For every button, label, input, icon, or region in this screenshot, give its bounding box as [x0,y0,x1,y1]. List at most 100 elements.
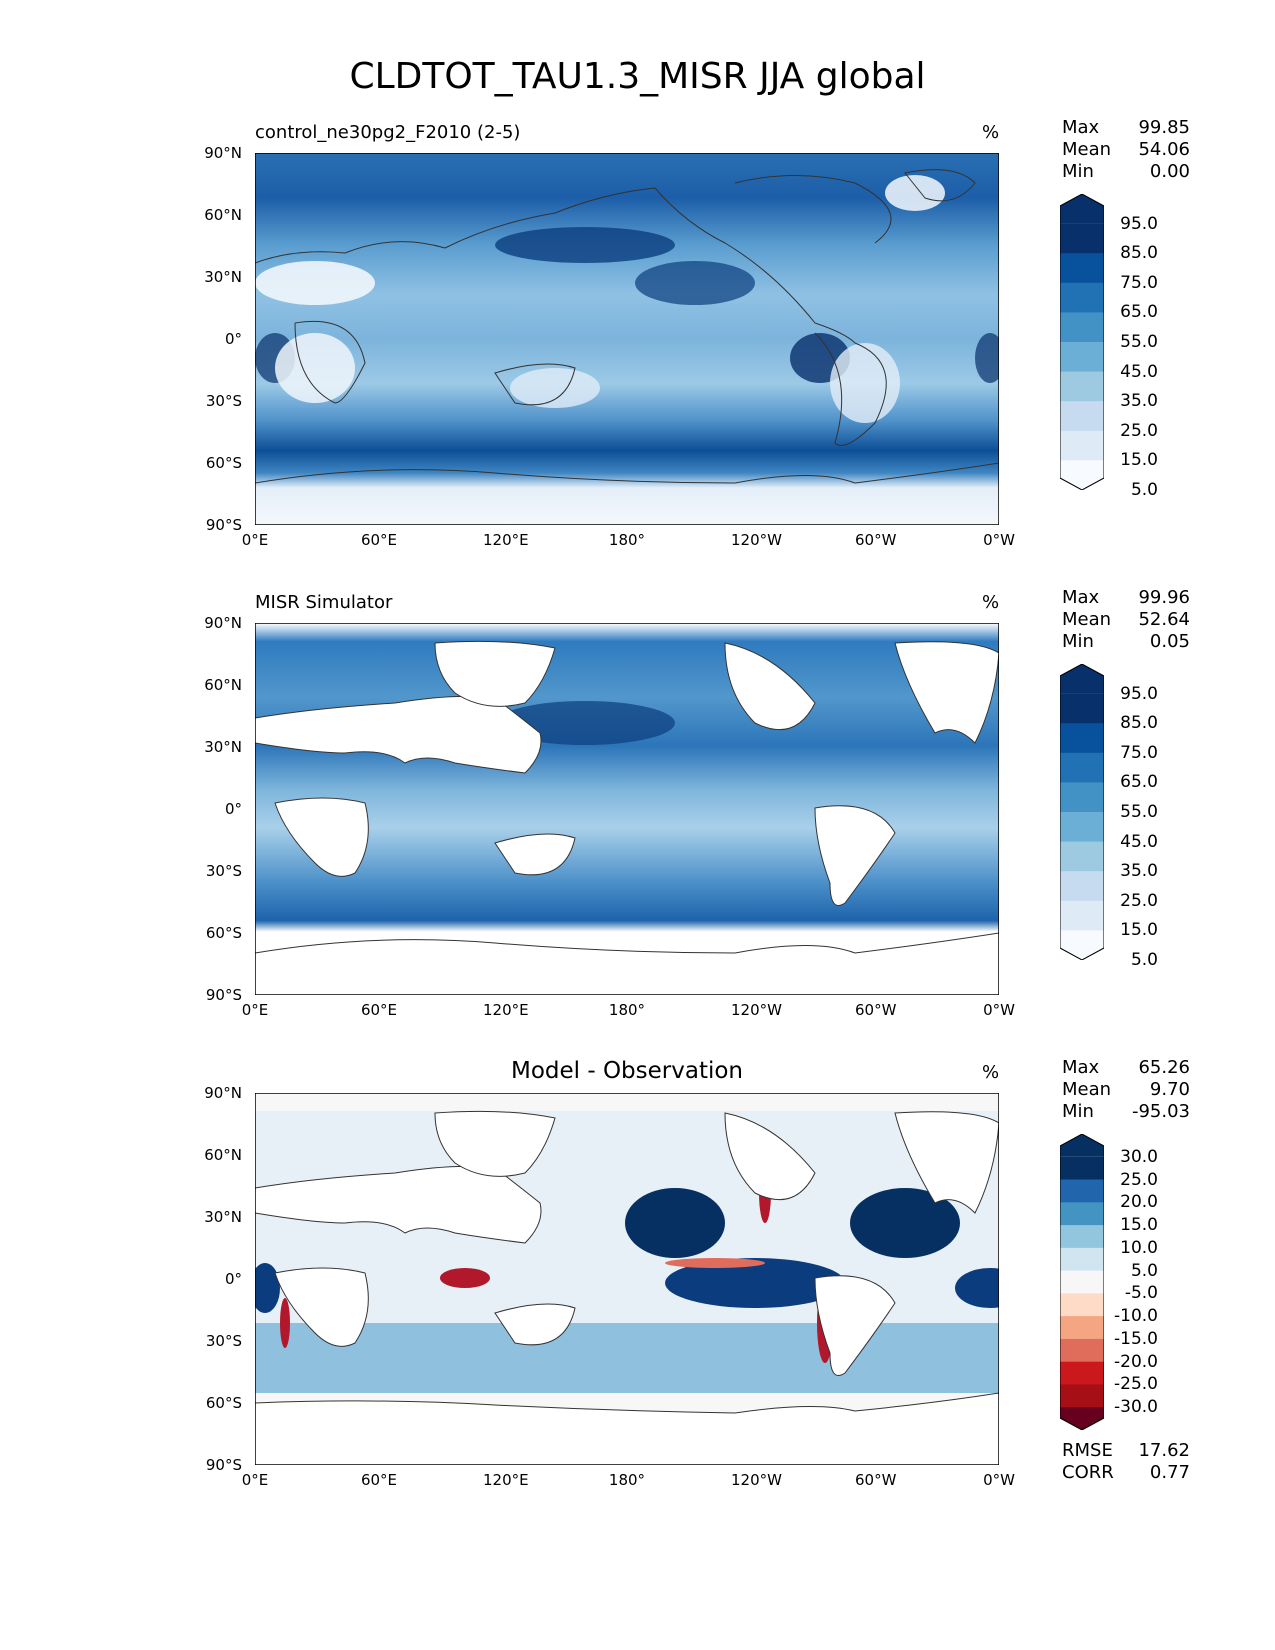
lat-tick-label: 0° [224,330,242,348]
lon-tick-label: 180° [608,1001,646,1019]
colorbar-tick-label: 5.0 [1130,950,1158,970]
lon-tick-label: 0°W [983,1471,1015,1489]
panel2-map [255,623,999,995]
lon-tick-label: 60°W [855,1001,897,1019]
colorbar-segment [1060,841,1104,872]
metric-label: CORR [1062,1462,1114,1483]
lon-tick-label: 0°E [241,1001,269,1019]
colorbar-tick-label: 65.0 [1120,772,1158,793]
lat-tick-label: 0° [224,1270,242,1288]
stat-label: Mean [1062,139,1112,160]
colorbar-segment [1060,693,1104,724]
stat-label: Min [1062,631,1094,652]
colorbar-segment [1060,1202,1104,1226]
colorbar-segment [1060,342,1104,373]
panel2-stats: Max 99.96 Mean 52.64 Min 0.05 [1062,587,1190,653]
lon-tick-label: 120°E [483,1471,529,1489]
colorbar-segment [1060,871,1104,902]
colorbar-tick-label: 95.0 [1120,213,1158,234]
colorbar-segment [1060,253,1104,284]
figure-title: CLDTOT_TAU1.3_MISR JJA global [349,56,926,97]
lon-tick-label: 60°E [360,531,398,549]
colorbar-tick-label: -20.0 [1114,1351,1158,1372]
stat-value: 0.00 [1149,161,1190,182]
lat-tick-label: 60°N [204,206,242,224]
lat-tick-label: 30°N [204,738,242,756]
lat-tick-label: 30°S [205,1332,242,1350]
colorbar-segment [1060,723,1104,754]
colorbar-segment [1060,460,1104,490]
colorbar-segment [1060,312,1104,343]
panel3-units: % [982,1062,1000,1083]
lat-tick-label: 90°S [205,516,242,534]
lat-tick-label: 60°S [205,924,242,942]
colorbar-tick-label: 15.0 [1120,450,1158,471]
colorbar-tick-label: 85.0 [1120,243,1158,264]
colorbar-tick-label: -5.0 [1124,1283,1158,1304]
metric-value: 17.62 [1138,1440,1190,1461]
panel2-title: MISR Simulator [255,592,393,613]
colorbar-tick-label: 45.0 [1120,831,1158,852]
lat-tick-label: 90°N [204,144,242,162]
colorbar-tick-label: 20.0 [1120,1192,1158,1213]
panel1-units: % [982,122,1000,143]
lat-tick-label: 0° [224,800,242,818]
colorbar-tick-label: 15.0 [1120,1215,1158,1236]
colorbar-tick-label: -15.0 [1114,1328,1158,1349]
panel2-colorbar [1060,664,1104,960]
lon-tick-label: 120°W [731,1001,782,1019]
lat-tick-label: 60°N [204,676,242,694]
colorbar-tick-label: 55.0 [1120,332,1158,352]
colorbar-segment [1060,1361,1104,1385]
lon-tick-label: 60°E [360,1471,398,1489]
lat-tick-label: 30°S [205,862,242,880]
lon-tick-label: 180° [608,531,646,549]
colorbar-segment [1060,752,1104,783]
lon-tick-label: 120°W [731,1471,782,1489]
colorbar-segment [1060,1247,1104,1272]
lat-tick-label: 30°N [204,1208,242,1226]
panel1-colorbar [1060,194,1104,490]
lat-tick-label: 30°S [205,392,242,410]
colorbar-tick-label: 25.0 [1120,1169,1158,1190]
colorbar-tick-label: 15.0 [1120,920,1158,941]
stat-label: Max [1062,587,1100,608]
lon-tick-label: 0°E [241,1471,269,1489]
colorbar-segment [1060,1384,1104,1408]
lon-tick-label: 0°W [983,1001,1015,1019]
lat-tick-label: 60°N [204,1146,242,1164]
panel3-map [255,1093,999,1465]
colorbar-segment [1060,282,1104,313]
colorbar-tick-label: 5.0 [1130,1260,1158,1281]
stat-label: Mean [1062,1079,1112,1100]
metric-label: RMSE [1062,1440,1113,1461]
panel3-stats: Max 65.26 Mean 9.70 Min -95.03 [1062,1057,1190,1123]
colorbar-segment [1060,401,1104,432]
colorbar-tick-label: -30.0 [1114,1397,1158,1418]
stat-value: 0.05 [1149,631,1190,652]
colorbar-segment [1060,371,1104,402]
colorbar-segment [1060,900,1104,931]
colorbar-segment [1060,1270,1104,1294]
lon-tick-label: 120°E [483,531,529,549]
colorbar-segment [1060,1179,1104,1203]
colorbar-tick-label: 75.0 [1120,272,1158,293]
lon-tick-label: 120°W [731,531,782,549]
lat-tick-label: 90°N [204,1084,242,1102]
stat-label: Mean [1062,609,1112,630]
panel3-title: Model - Observation [510,1058,744,1084]
lat-tick-label: 60°S [205,454,242,472]
lon-tick-label: 120°E [483,1001,529,1019]
colorbar-tick-label: 85.0 [1120,713,1158,734]
colorbar-segment [1060,930,1104,960]
panel1-title: control_ne30pg2_F2010 (2-5) [255,122,521,143]
colorbar-tick-label: 10.0 [1120,1237,1158,1258]
colorbar-tick-label: 75.0 [1120,742,1158,763]
lat-tick-label: 30°N [204,268,242,286]
lat-tick-label: 90°N [204,614,242,632]
colorbar-segment [1060,223,1104,254]
stat-value: 9.70 [1149,1079,1190,1100]
lon-tick-label: 60°W [855,1471,897,1489]
panel3-metrics: RMSE 17.62 CORR 0.77 [1062,1440,1190,1484]
colorbar-segment [1060,812,1104,843]
